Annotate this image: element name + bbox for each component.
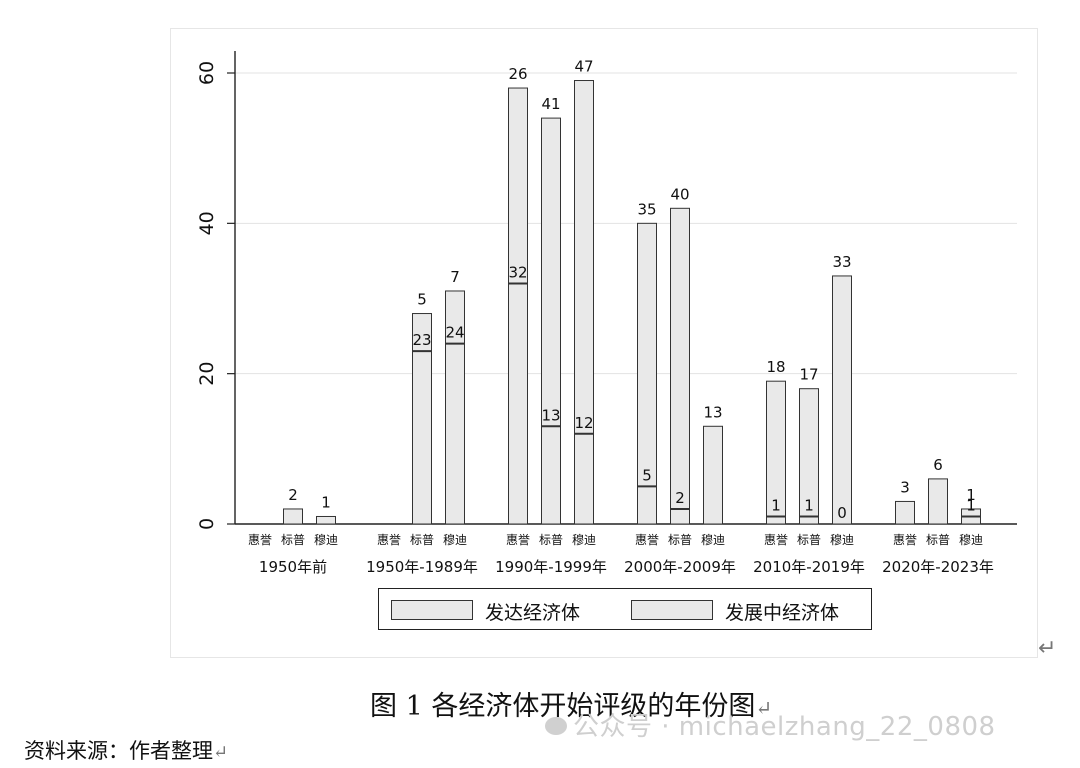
data-label-developed-2-0: 32 bbox=[508, 263, 527, 281]
data-label-developed-1-1: 23 bbox=[412, 331, 431, 349]
x-bar-label-1-0: 惠誉 bbox=[377, 533, 401, 547]
legend-swatch-developing bbox=[631, 600, 713, 620]
x-bar-label-4-1: 标普 bbox=[797, 533, 821, 547]
legend-swatch-developed bbox=[391, 600, 473, 620]
x-bar-label-5-2: 穆迪 bbox=[959, 532, 983, 547]
data-label-total-2-1: 41 bbox=[541, 95, 560, 113]
data-label-total-5-0: 3 bbox=[900, 478, 910, 496]
watermark-text: 公众号 · michaelzhang_22_0808 bbox=[573, 712, 996, 742]
data-label-total-5-1: 6 bbox=[933, 456, 943, 474]
data-label-developed-4-2: 0 bbox=[837, 504, 847, 522]
bar-developed-2-2 bbox=[574, 433, 594, 525]
y-tick-label-0: 0 bbox=[196, 518, 218, 530]
bar-developed-2-1 bbox=[541, 425, 561, 525]
source-note-text: 资料来源：作者整理 bbox=[24, 739, 213, 763]
bar-developed-5-2 bbox=[961, 515, 981, 525]
bar-developed-3-0 bbox=[637, 485, 657, 525]
caption-return-mark: ↵ bbox=[755, 696, 773, 720]
x-bar-label-0-1: 标普 bbox=[281, 533, 305, 547]
figure-caption: 图 1 各经济体开始评级的年份图↵ bbox=[370, 684, 772, 723]
figure-caption-text: 图 1 各经济体开始评级的年份图 bbox=[370, 691, 756, 722]
data-label-total-0-1: 2 bbox=[288, 486, 298, 504]
bar-developed-2-0 bbox=[508, 282, 528, 525]
data-label-total-3-2: 13 bbox=[703, 403, 722, 421]
y-tick-label-40: 40 bbox=[196, 211, 218, 235]
x-group-label-0: 1950年前 bbox=[259, 558, 327, 576]
wechat-icon bbox=[545, 716, 567, 735]
bar-developing-0-2 bbox=[316, 515, 336, 525]
data-label-total-5-2: 1 bbox=[966, 486, 976, 504]
gridlines bbox=[235, 72, 1017, 375]
x-bar-label-2-1: 标普 bbox=[539, 533, 563, 547]
x-group-label-3: 2000年-2009年 bbox=[624, 558, 736, 576]
bar-developing-0-1 bbox=[283, 508, 303, 525]
x-bar-label-4-0: 惠誉 bbox=[764, 533, 788, 547]
x-bar-label-4-2: 穆迪 bbox=[830, 532, 854, 547]
labels: 惠誉2标普1穆迪1950年前惠誉523标普724穆迪1950年-1989年263… bbox=[248, 58, 994, 576]
x-bar-label-5-0: 惠誉 bbox=[893, 533, 917, 547]
bar-developed-1-2 bbox=[445, 343, 465, 525]
data-label-total-4-2: 33 bbox=[832, 253, 851, 271]
y-tick-label-20: 20 bbox=[196, 362, 218, 386]
bar-developed-3-1 bbox=[670, 508, 690, 525]
data-label-total-3-1: 40 bbox=[670, 185, 689, 203]
watermark: 公众号 · michaelzhang_22_0808 bbox=[545, 706, 996, 743]
data-label-total-1-2: 7 bbox=[450, 268, 460, 286]
x-group-label-4: 2010年-2019年 bbox=[753, 558, 865, 576]
data-label-total-3-0: 35 bbox=[637, 200, 656, 218]
x-bar-label-0-2: 穆迪 bbox=[314, 532, 338, 547]
y-tick-label-60: 60 bbox=[196, 61, 218, 85]
x-bar-label-5-1: 标普 bbox=[926, 533, 950, 547]
x-bar-label-0-0: 惠誉 bbox=[248, 533, 272, 547]
bar-developing-3-2 bbox=[703, 425, 723, 525]
data-label-developed-4-1: 1 bbox=[804, 496, 814, 514]
data-label-developed-1-2: 24 bbox=[445, 324, 464, 342]
chart-frame: 0 20 40 60 惠誉 2 标普 1 穆迪 1950年前 惠誉 5 23 标普 7 24 穆迪 1950年-… bbox=[170, 28, 1038, 658]
bar-developing-3-1 bbox=[670, 207, 690, 510]
x-bar-label-3-0: 惠誉 bbox=[635, 533, 659, 547]
legend-label-developing: 发展中经济体 bbox=[725, 602, 840, 624]
bar-developed-4-0 bbox=[766, 515, 786, 525]
bar-developed-4-1 bbox=[799, 515, 819, 525]
bars bbox=[283, 80, 981, 525]
data-label-total-1-1: 5 bbox=[417, 291, 427, 309]
bar-developing-4-2 bbox=[832, 275, 852, 525]
data-label-total-4-0: 18 bbox=[766, 358, 785, 376]
x-group-label-5: 2020年-2023年 bbox=[882, 558, 994, 576]
bar-developing-5-1 bbox=[928, 478, 948, 525]
data-label-developed-4-0: 1 bbox=[771, 496, 781, 514]
data-label-total-0-2: 1 bbox=[321, 493, 331, 511]
x-bar-label-3-2: 穆迪 bbox=[701, 532, 725, 547]
source-return-mark: ↵ bbox=[213, 742, 229, 763]
source-note: 资料来源：作者整理↵ bbox=[24, 735, 228, 765]
data-label-total-4-1: 17 bbox=[799, 366, 818, 384]
bar-developed-1-1 bbox=[412, 350, 432, 525]
bar-developing-2-1 bbox=[541, 117, 561, 427]
x-bar-label-3-1: 标普 bbox=[668, 533, 692, 547]
data-label-developed-3-1: 2 bbox=[675, 489, 685, 507]
x-group-label-2: 1990年-1999年 bbox=[495, 558, 607, 576]
x-bar-label-1-2: 穆迪 bbox=[443, 532, 467, 547]
legend-label-developed: 发达经济体 bbox=[485, 602, 581, 624]
x-bar-label-1-1: 标普 bbox=[410, 533, 434, 547]
x-bar-label-2-0: 惠誉 bbox=[506, 533, 530, 547]
data-label-total-2-0: 26 bbox=[508, 65, 527, 83]
legend: 发达经济体 发展中经济体 bbox=[378, 588, 872, 630]
data-label-developed-3-0: 5 bbox=[642, 466, 652, 484]
x-bar-label-2-2: 穆迪 bbox=[572, 532, 596, 547]
paragraph-return-mark: ↵ bbox=[1038, 636, 1057, 661]
bar-developing-2-0 bbox=[508, 87, 528, 284]
data-label-total-2-2: 47 bbox=[574, 58, 593, 76]
bar-developing-2-2 bbox=[574, 80, 594, 435]
bar-developing-5-0 bbox=[895, 500, 915, 525]
bar-developing-3-0 bbox=[637, 222, 657, 487]
x-group-label-1: 1950年-1989年 bbox=[366, 558, 478, 576]
data-label-developed-5-2: 1 bbox=[966, 496, 976, 514]
data-label-developed-2-2: 12 bbox=[574, 414, 593, 432]
data-label-developed-2-1: 13 bbox=[541, 406, 560, 424]
